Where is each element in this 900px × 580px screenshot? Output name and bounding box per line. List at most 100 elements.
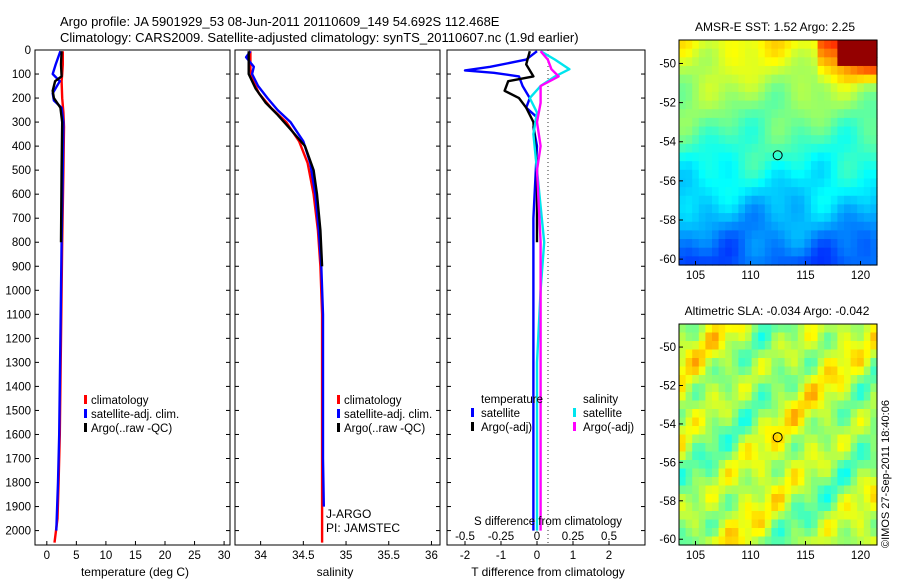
heatmap-cell (824, 460, 832, 470)
heatmap-cell (725, 230, 733, 240)
heatmap-cell (824, 100, 832, 110)
map-y-tick-label: -58 (659, 215, 676, 227)
heatmap-cell (811, 426, 819, 436)
heatmap-cell (745, 161, 753, 171)
heatmap-cell (698, 434, 706, 444)
heatmap-cell (758, 204, 766, 214)
heatmap-cell (797, 135, 805, 145)
heatmap-cell (837, 426, 845, 436)
heatmap-cell (791, 187, 799, 197)
heatmap-cell (764, 74, 772, 84)
heatmap-cell (679, 91, 687, 102)
heatmap-cell (751, 426, 759, 436)
heatmap-cell (837, 57, 845, 67)
heatmap-cell (712, 383, 720, 393)
heatmap-cell (758, 477, 766, 487)
heatmap-cell (731, 400, 739, 410)
heatmap-cell (778, 366, 786, 376)
heatmap-cell (751, 109, 759, 119)
heatmap-cell (850, 417, 858, 427)
heatmap-cell (712, 477, 720, 487)
heatmap-cell (718, 392, 726, 402)
heatmap-cell (698, 135, 706, 145)
heatmap-cell (712, 117, 720, 128)
heatmap-cell (817, 152, 825, 162)
heatmap-cell (791, 161, 799, 171)
heatmap-cell (758, 485, 766, 495)
heatmap-cell (692, 247, 700, 257)
heatmap-cell (804, 178, 812, 188)
heatmap-cell (692, 57, 700, 67)
heatmap-cell (745, 178, 753, 188)
heatmap-cell (791, 434, 799, 444)
heatmap-cell (725, 494, 733, 504)
heatmap-cell (738, 358, 746, 368)
heatmap-cell (712, 451, 720, 461)
heatmap-cell (791, 239, 799, 249)
heatmap-cell (679, 57, 687, 67)
heatmap-cell (771, 109, 779, 119)
heatmap-cell (778, 392, 786, 402)
heatmap-cell (705, 409, 713, 419)
heatmap-cell (850, 460, 858, 470)
heatmap-cell (679, 349, 687, 359)
heatmap-cell (811, 409, 819, 419)
heatmap-cell (844, 332, 852, 342)
heatmap-cell (857, 143, 865, 154)
heatmap-cell (817, 213, 825, 223)
heatmap-cell (751, 443, 759, 453)
x-tick-label: 34 (254, 550, 267, 562)
heatmap-cell (837, 187, 845, 197)
heatmap-cell (738, 324, 746, 334)
heatmap-cell (791, 468, 799, 478)
heatmap-cell (863, 366, 871, 376)
heatmap-cell (804, 48, 812, 58)
heatmap-cell (705, 477, 713, 487)
heatmap-cell (758, 187, 766, 197)
heatmap-cell (679, 443, 687, 453)
s-tick-label: 0.5 (601, 531, 617, 543)
heatmap-cell (850, 65, 858, 76)
heatmap-cell (811, 74, 819, 84)
heatmap-cell (837, 349, 845, 359)
heatmap-cell (837, 417, 845, 427)
heatmap-cell (791, 324, 799, 334)
heatmap-cell (751, 502, 759, 512)
heatmap-cell (811, 451, 819, 461)
heatmap-cell (817, 392, 825, 402)
heatmap-cell (837, 392, 845, 402)
heatmap-cell (817, 117, 825, 128)
heatmap-cell (745, 48, 753, 58)
heatmap-cell (712, 460, 720, 470)
heatmap-cell (791, 152, 799, 162)
difference-panel: -2 -1 0 1 2-0.5 -0.25 0 0.25 0.5 temperature sal… (446, 49, 646, 579)
heatmap-cell (850, 375, 858, 385)
heatmap-cell (751, 239, 759, 249)
heatmap-cell (718, 349, 726, 359)
heatmap-cell (863, 91, 871, 102)
heatmap-cell (850, 341, 858, 351)
heatmap-cell (718, 332, 726, 342)
map-y-tick-label: -50 (659, 58, 676, 70)
heatmap-cell (745, 221, 753, 231)
heatmap-cell (830, 187, 838, 197)
heatmap-cell (857, 247, 865, 257)
heatmap-cell (725, 443, 733, 453)
heatmap-cell (778, 358, 786, 368)
heatmap-cell (692, 213, 700, 223)
heatmap-cell (698, 239, 706, 249)
y-tick-label: 1500 (5, 405, 31, 417)
legend-label-climatology: climatology (344, 395, 402, 407)
heatmap-cell (685, 536, 693, 546)
heatmap-cell (731, 528, 739, 538)
heatmap-cell (712, 100, 720, 110)
heatmap-cell (811, 48, 819, 58)
heatmap-cell (857, 239, 865, 249)
heatmap-cell (718, 256, 726, 266)
heatmap-cell (685, 383, 693, 393)
heatmap-cell (857, 383, 865, 393)
heatmap-cell (679, 392, 687, 402)
heatmap-cell (791, 451, 799, 461)
heatmap-cell (797, 239, 805, 249)
